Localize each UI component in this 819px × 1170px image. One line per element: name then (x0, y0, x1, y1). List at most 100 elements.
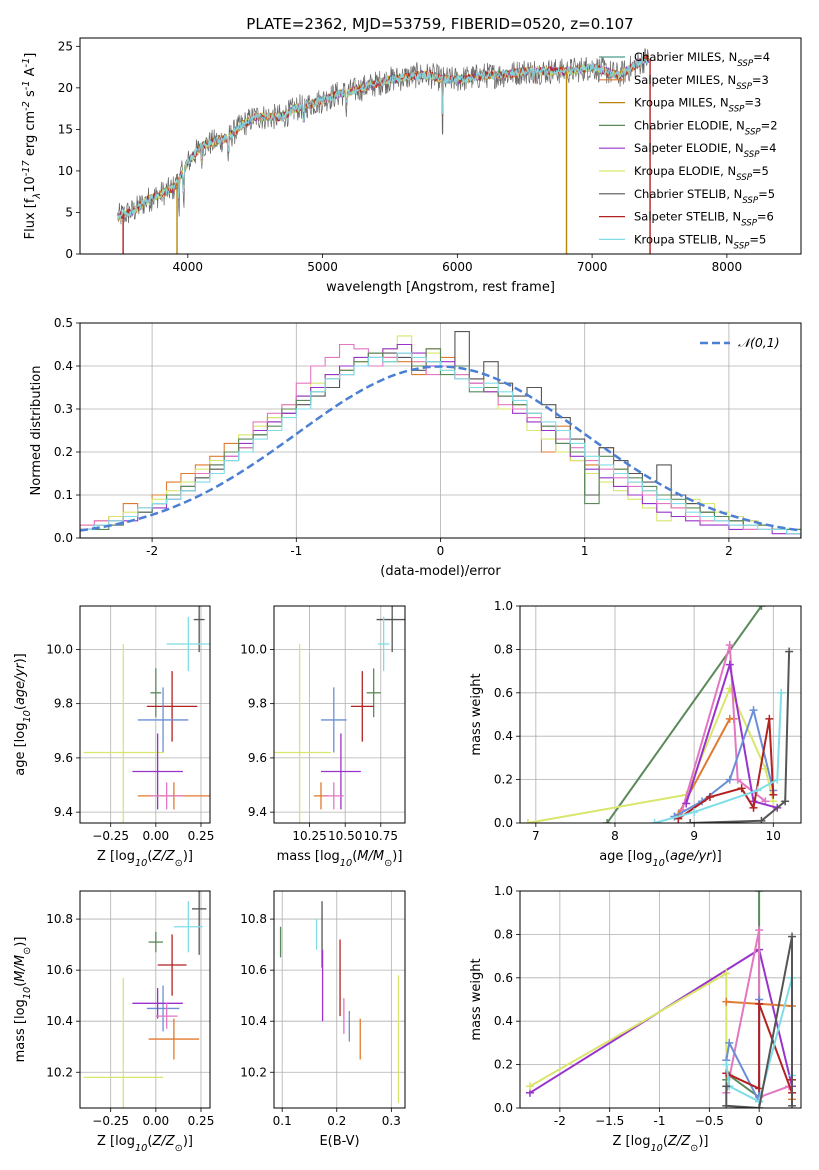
errorbar-point (83, 643, 164, 823)
x-tick-label: 0 (755, 1114, 763, 1128)
y-tick-label: 9.8 (54, 697, 73, 711)
weight-line (673, 706, 775, 818)
weight-marker (788, 932, 797, 941)
grid-lines (274, 891, 405, 1108)
y-tick-label: 10.8 (240, 912, 267, 926)
weight-marker (722, 969, 731, 978)
y-tick-label: 10.2 (46, 1065, 73, 1079)
mass-vs-ebv-panel: 0.1 0.2 0.3 10.2 10.4 10.6 10.8 E(B-V) (240, 890, 406, 1149)
weight-marker (755, 926, 764, 935)
errorbar-point (366, 668, 381, 718)
weight-marker (757, 606, 766, 610)
spectrum-panel: 4000 5000 6000 7000 8000 0 5 10 15 20 25 wavelength… (21, 37, 802, 295)
axes-frame (79, 322, 802, 539)
y-tick-label: 0.4 (494, 1014, 513, 1028)
legend-label: Salpeter STELIB, NSSP=6 (634, 210, 774, 229)
weight-marker (682, 799, 691, 808)
axes: -2 -1 0 1 2 0.0 0.1 0.2 0.3 0.4 0.5 (data-model)/er… (29, 316, 802, 579)
axes-frame (273, 605, 406, 824)
x-tick-label: −0.25 (92, 1114, 129, 1128)
y-tick-label: 9.8 (248, 697, 267, 711)
x-axis-label: (data-model)/error (380, 564, 501, 579)
errorbar-point (150, 668, 162, 718)
x-tick-label: 6000 (442, 260, 473, 274)
x-tick-label: −1.5 (595, 1114, 624, 1128)
weight-marker (769, 790, 778, 799)
mass-vs-metallicity-panel: −0.25 0.00 0.25 10.2 10.4 10.6 10.8 Z [log10(Z/… (13, 890, 214, 1154)
weight-marker (773, 775, 782, 784)
y-tick-label: 0.6 (494, 971, 513, 985)
axes: −0.25 0.00 0.25 9.4 9.6 9.8 10.0 Z [log10(Z/Z⊙)… (13, 605, 215, 869)
x-axis-label: Z [log10(Z/Z⊙)] (97, 1134, 193, 1154)
weight-marker (755, 891, 764, 895)
errorbar-point (376, 606, 405, 653)
y-axis-label: Normed distribution (29, 366, 44, 496)
legend-label: Kroupa STELIB, NSSP=5 (634, 232, 766, 251)
axes: 7 8 9 10 0.0 0.2 0.4 0.6 0.8 1.0 age [log10(age/yr… (469, 599, 802, 869)
weight-marker (755, 1104, 764, 1108)
x-tick-label: 0.00 (142, 1114, 169, 1128)
weight-marker (777, 688, 786, 697)
weight-marker (603, 819, 612, 823)
weight-line (725, 936, 793, 1108)
residuals-panel: -2 -1 0 1 2 0.0 0.1 0.2 0.3 0.4 0.5 (data-model)/er… (29, 316, 802, 579)
errorbar-point (320, 687, 347, 753)
errorbar-point (274, 643, 331, 823)
weight-marker (722, 997, 731, 1006)
weight-marker (765, 714, 774, 723)
weight-marker (722, 1060, 731, 1069)
y-tick-label: 10.0 (46, 642, 73, 656)
errorbar-point (132, 733, 183, 810)
spectrum-line (117, 48, 650, 225)
legend-label: 𝒩(0,1) (738, 335, 780, 350)
weight-line (690, 651, 791, 823)
y-tick-label: 10.0 (240, 642, 267, 656)
y-tick-label: 1.0 (494, 884, 513, 898)
x-tick-label: 0.1 (273, 1114, 292, 1128)
errorbar-point (132, 988, 183, 1019)
y-tick-label: 10.2 (240, 1065, 267, 1079)
errorbar-point (146, 985, 180, 1032)
x-tick-label: -1 (290, 544, 302, 558)
weight-marker (733, 775, 742, 784)
weight-marker (686, 819, 695, 823)
plot-area (83, 891, 207, 1108)
errorbar-point (83, 977, 164, 1108)
x-tick-label: −0.25 (92, 829, 129, 843)
x-tick-label: 0.25 (188, 829, 215, 843)
y-tick-label: 5 (65, 205, 73, 219)
errorbar-point (150, 782, 183, 810)
y-tick-label: 0.3 (54, 402, 73, 416)
x-tick-label: −0.5 (695, 1114, 724, 1128)
y-tick-label: 1.0 (494, 599, 513, 613)
x-tick-label: 0.2 (327, 1114, 346, 1128)
residual-histogram (80, 343, 801, 538)
x-axis-label: Z [log10(Z/Z⊙)] (97, 849, 193, 869)
legend-label: Kroupa MILES, NSSP=3 (634, 96, 761, 115)
plot-area (279, 901, 400, 1103)
y-axis-label: age [log10(age/yr)] (13, 653, 33, 776)
x-tick-label: 7 (532, 829, 540, 843)
legend-label: Kroupa ELODIE, NSSP=5 (634, 164, 769, 183)
grid-lines (80, 606, 210, 823)
y-tick-label: 0.0 (54, 531, 73, 545)
legend-label: Chabrier ELODIE, NSSP=2 (634, 118, 778, 137)
axes-frame (79, 605, 211, 824)
x-tick-label: 10.50 (328, 829, 362, 843)
weight-line (606, 606, 763, 823)
axes-frame (273, 890, 406, 1109)
weight-marker (523, 819, 532, 823)
weight-marker (755, 999, 764, 1008)
plot-area (274, 606, 405, 823)
x-axis-label: Z [log10(Z/Z⊙)] (613, 1134, 709, 1154)
x-tick-label: 8000 (712, 260, 743, 274)
plot-area (80, 331, 801, 538)
weight-marker (757, 816, 766, 823)
x-axis-label: wavelength [Angstrom, rest frame] (326, 280, 555, 295)
y-tick-label: 0.8 (494, 642, 513, 656)
errorbar-point (320, 733, 361, 810)
y-tick-label: 10.4 (240, 1014, 267, 1028)
y-axis-label: mass weight (469, 958, 484, 1040)
y-tick-label: 25 (58, 39, 73, 53)
